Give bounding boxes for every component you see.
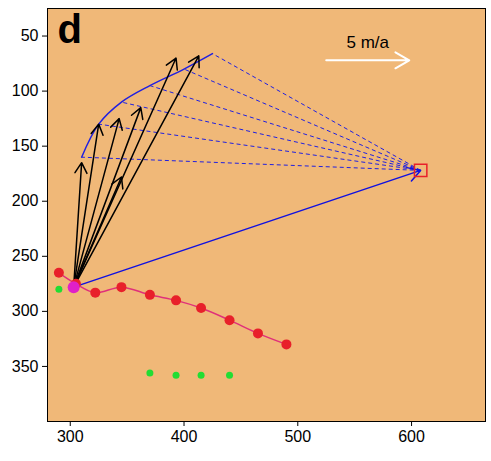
svg-text:400: 400 <box>171 428 198 445</box>
svg-text:100: 100 <box>12 82 39 99</box>
svg-text:500: 500 <box>284 428 311 445</box>
svg-text:200: 200 <box>12 192 39 209</box>
svg-text:300: 300 <box>57 428 84 445</box>
svg-text:5 m/a: 5 m/a <box>346 33 389 52</box>
svg-text:150: 150 <box>12 137 39 154</box>
svg-text:50: 50 <box>21 27 39 44</box>
svg-text:600: 600 <box>398 428 425 445</box>
svg-text:d: d <box>58 7 82 51</box>
svg-text:350: 350 <box>12 358 39 375</box>
svg-text:250: 250 <box>12 247 39 264</box>
svg-text:300: 300 <box>12 302 39 319</box>
